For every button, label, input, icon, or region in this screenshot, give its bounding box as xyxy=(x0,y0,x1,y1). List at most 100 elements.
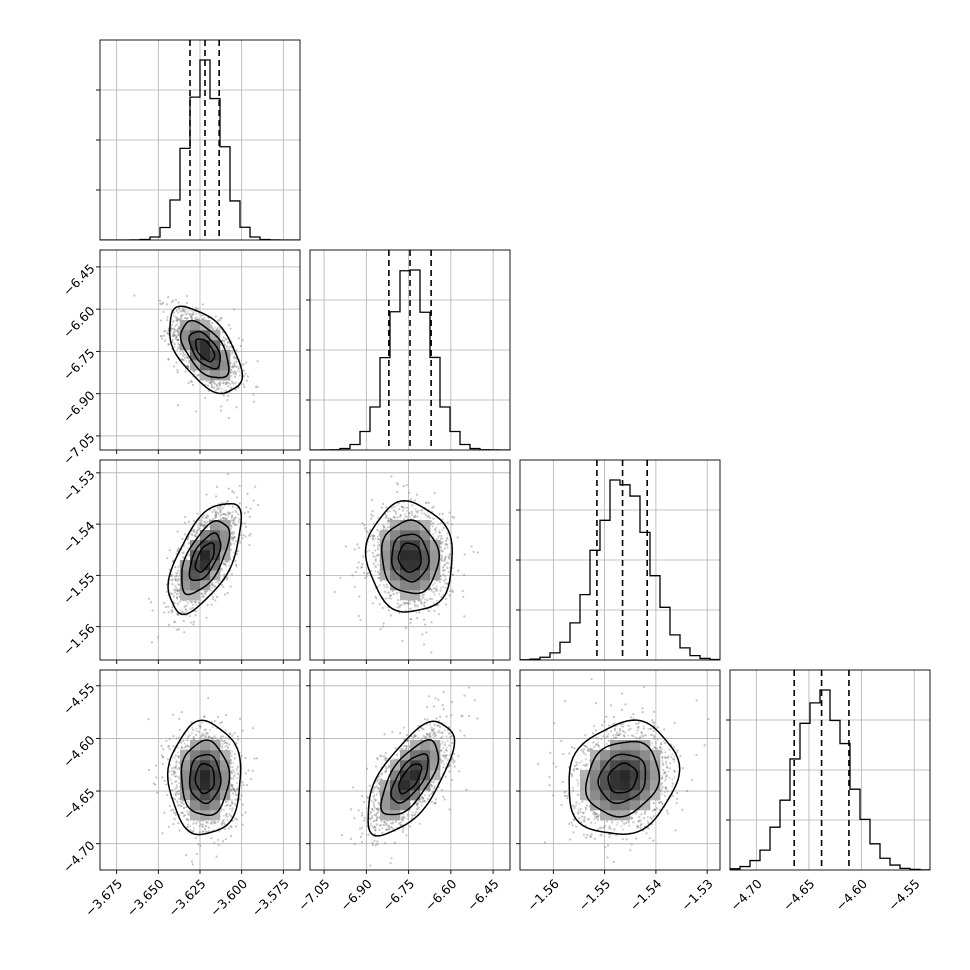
sample-point xyxy=(377,585,380,588)
sample-point xyxy=(447,570,450,574)
sample-point xyxy=(404,601,407,604)
sample-point xyxy=(196,373,200,377)
sample-point xyxy=(231,514,234,517)
y-tick-label: −1.53 xyxy=(60,467,98,505)
sample-point xyxy=(186,317,189,320)
sample-point xyxy=(641,707,644,710)
sample-point xyxy=(156,636,160,639)
sample-point xyxy=(448,808,451,811)
sample-point xyxy=(267,452,269,454)
sample-point xyxy=(185,738,188,741)
sample-point xyxy=(216,820,220,824)
sample-point xyxy=(194,733,197,736)
sample-point xyxy=(679,754,682,758)
sample-point xyxy=(235,406,238,409)
sample-point xyxy=(432,521,435,525)
sample-point xyxy=(184,370,187,373)
density-cell xyxy=(420,570,431,581)
sample-point xyxy=(203,591,206,594)
sample-point xyxy=(172,822,175,826)
sample-point xyxy=(470,545,473,548)
sample-point xyxy=(444,775,447,778)
sample-point xyxy=(461,714,464,717)
sample-point xyxy=(229,370,233,374)
sample-point xyxy=(654,747,657,750)
sample-point xyxy=(167,605,170,608)
sample-point xyxy=(623,735,626,738)
scatter-panel-1-0 xyxy=(96,249,301,454)
sample-point xyxy=(414,734,417,737)
sample-point xyxy=(352,786,355,789)
sample-point xyxy=(174,579,177,582)
sample-point xyxy=(223,741,226,744)
sample-point xyxy=(233,788,236,791)
sample-point xyxy=(175,775,178,778)
sample-point xyxy=(242,363,245,366)
sample-point xyxy=(185,312,189,316)
sample-point xyxy=(366,531,369,534)
sample-point xyxy=(607,739,610,743)
sample-point xyxy=(203,316,206,319)
sample-point xyxy=(605,820,609,823)
sample-point xyxy=(371,537,375,540)
density-cell xyxy=(210,540,221,551)
sample-point xyxy=(229,766,232,769)
sample-point xyxy=(388,828,391,831)
density-cell xyxy=(380,540,391,551)
sample-point xyxy=(166,319,169,322)
sample-point xyxy=(392,516,395,519)
histogram-step-2 xyxy=(520,479,720,660)
sample-point xyxy=(439,586,442,589)
sample-point xyxy=(241,537,244,540)
sample-point xyxy=(442,763,445,766)
sample-point xyxy=(247,510,250,513)
sample-point xyxy=(414,508,417,511)
sample-point xyxy=(426,599,429,602)
sample-point xyxy=(179,318,182,321)
density-cell xyxy=(190,810,201,821)
sample-point xyxy=(210,589,213,592)
sample-point xyxy=(198,737,201,740)
sample-point xyxy=(231,792,235,795)
sample-point xyxy=(423,601,426,604)
sample-point xyxy=(369,529,372,532)
sample-point xyxy=(608,835,611,839)
sample-point xyxy=(686,789,689,793)
density-cell xyxy=(420,520,431,531)
density-cell xyxy=(180,570,191,581)
sample-point xyxy=(453,760,456,763)
density-cell xyxy=(620,810,631,821)
sample-point xyxy=(235,741,238,745)
sample-point xyxy=(184,313,187,316)
sample-point xyxy=(384,765,387,768)
sample-point xyxy=(229,382,232,386)
sample-point xyxy=(160,754,163,757)
sample-point xyxy=(467,714,471,717)
sample-point xyxy=(443,798,446,801)
sample-point xyxy=(675,791,679,795)
sample-point xyxy=(444,582,447,585)
sample-point xyxy=(231,807,234,810)
sample-point xyxy=(404,515,407,518)
sample-point xyxy=(620,725,623,728)
sample-point xyxy=(437,698,440,701)
sample-point xyxy=(234,356,237,360)
sample-point xyxy=(435,587,438,590)
sample-point xyxy=(597,814,600,817)
sample-point xyxy=(652,738,655,741)
sample-point xyxy=(385,757,388,760)
sample-point xyxy=(651,718,654,722)
sample-point xyxy=(211,583,214,586)
sample-point xyxy=(655,807,659,810)
sample-point xyxy=(174,775,177,778)
sample-point xyxy=(226,500,229,503)
sample-point xyxy=(214,515,217,518)
sample-point xyxy=(235,788,239,791)
sample-point xyxy=(177,548,180,551)
sample-point xyxy=(640,731,643,734)
density-cell xyxy=(180,560,191,571)
sample-point xyxy=(220,390,223,393)
sample-point xyxy=(387,828,390,831)
sample-point xyxy=(211,586,214,589)
sample-point xyxy=(423,718,427,721)
